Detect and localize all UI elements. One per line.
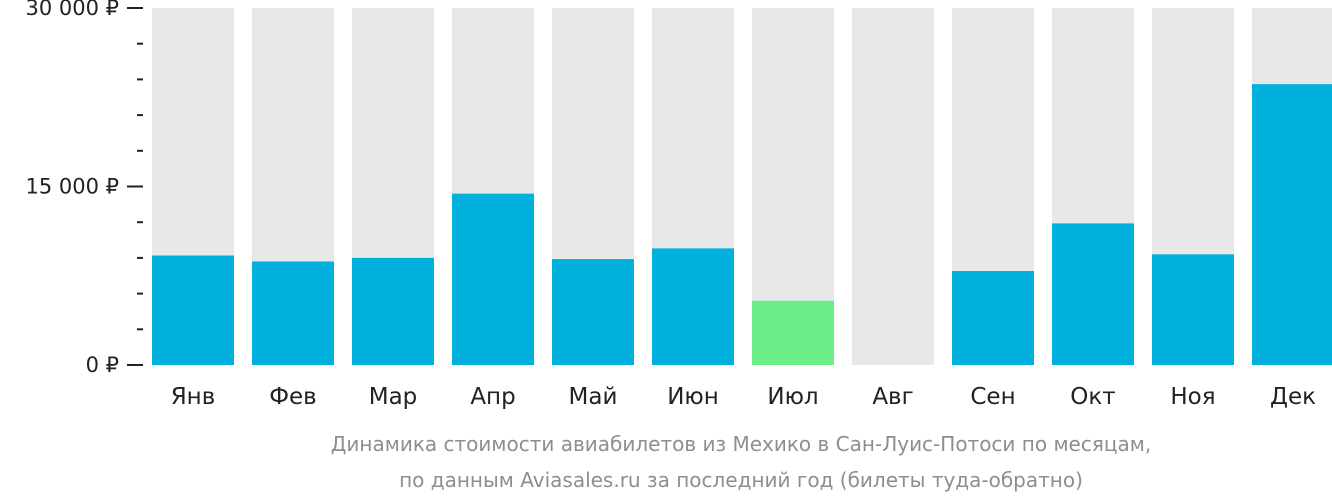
- x-tick-label: Июн: [667, 384, 719, 410]
- y-tick-label: 0 ₽: [86, 353, 119, 377]
- x-tick-label: Янв: [171, 384, 216, 410]
- bar-3: [352, 257, 434, 365]
- bars-group: [152, 8, 1332, 365]
- x-axis: Янв Фев Мар Апр Май Июн Июл Авг Сен Окт Ноя Дек: [171, 384, 1316, 410]
- x-tick-label: Мар: [369, 384, 418, 410]
- x-tick-label: Июл: [767, 384, 818, 410]
- bar-2: [252, 261, 334, 365]
- x-tick-label: Май: [569, 384, 618, 410]
- x-tick-label: Апр: [470, 384, 515, 410]
- y-tick-label: 30 000 ₽: [25, 0, 119, 20]
- x-tick-label: Дек: [1270, 384, 1316, 410]
- chart-caption-line-2: по данным Aviasales.ru за последний год …: [399, 468, 1083, 492]
- bar-9: [952, 270, 1034, 365]
- x-tick-label: Сен: [970, 384, 1015, 410]
- bar-background: [852, 8, 934, 365]
- bar-4: [452, 193, 534, 365]
- price-bar-chart: 0 ₽ 15 000 ₽ 30 000 ₽ Янв Фев Мар Апр Май Июн Ию…: [25, 0, 1332, 410]
- bar-10: [1052, 223, 1134, 365]
- bar-7: [752, 300, 834, 365]
- x-tick-label: Фев: [269, 384, 317, 410]
- bar-6: [652, 248, 734, 365]
- x-tick-label: Ноя: [1170, 384, 1215, 410]
- x-tick-label: Окт: [1070, 384, 1115, 410]
- y-axis: 0 ₽ 15 000 ₽ 30 000 ₽: [25, 0, 143, 377]
- bar-1: [152, 255, 234, 365]
- bar-5: [552, 259, 634, 365]
- bar-11: [1152, 254, 1234, 365]
- x-tick-label: Авг: [872, 384, 913, 410]
- chart-caption-line-1: Динамика стоимости авиабилетов из Мехико…: [330, 432, 1152, 456]
- bar-12: [1252, 84, 1332, 365]
- y-tick-label: 15 000 ₽: [25, 175, 119, 199]
